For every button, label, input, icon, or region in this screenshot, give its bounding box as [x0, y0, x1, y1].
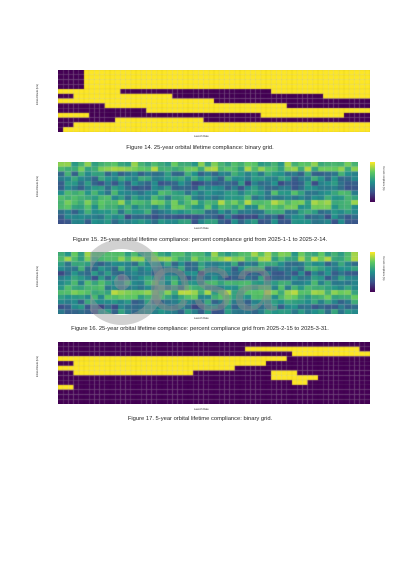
- x-axis-label: Launch Date: [194, 317, 209, 320]
- figure-17-caption: Figure 17. 5-year orbital lifetime compl…: [127, 416, 273, 422]
- colorbar-label: Percent compliance (%): [382, 166, 384, 191]
- colorbar-label: Percent compliance (%): [382, 256, 384, 281]
- heatmap-plot: [58, 70, 370, 132]
- figure-17: Initial Altitude (km) Launch Date: [34, 342, 374, 414]
- colorbar: [370, 162, 375, 202]
- x-axis-label: Launch Date: [194, 227, 209, 230]
- heatmap-canvas: [58, 162, 358, 224]
- figure-14: Initial Altitude (km) Launch Date: [34, 70, 374, 140]
- heatmap-canvas: [58, 342, 370, 404]
- y-axis-label: Initial Altitude (km): [36, 356, 39, 378]
- figure-15: Initial Altitude (km) Percent compliance…: [34, 162, 384, 232]
- figure-15-caption: Figure 15. 25-year orbital lifetime comp…: [72, 237, 328, 243]
- x-axis-label: Launch Date: [194, 135, 209, 138]
- heatmap-plot: [58, 162, 370, 224]
- figure-14-caption: Figure 14. 25-year orbital lifetime comp…: [126, 145, 274, 151]
- heatmap-plot: [58, 252, 370, 314]
- colorbar: [370, 252, 375, 292]
- y-axis-label: Initial Altitude (km): [36, 266, 39, 288]
- x-axis-label: Launch Date: [194, 408, 209, 411]
- heatmap-canvas: [58, 70, 370, 132]
- figure-16-caption: Figure 16. 25-year orbital lifetime comp…: [71, 326, 329, 332]
- figure-16: Initial Altitude (km) Percent compliance…: [34, 252, 384, 322]
- y-axis-label: Initial Altitude (km): [36, 84, 39, 106]
- heatmap-canvas: [58, 252, 358, 314]
- y-axis-label: Initial Altitude (km): [36, 176, 39, 198]
- heatmap-plot: [58, 342, 370, 404]
